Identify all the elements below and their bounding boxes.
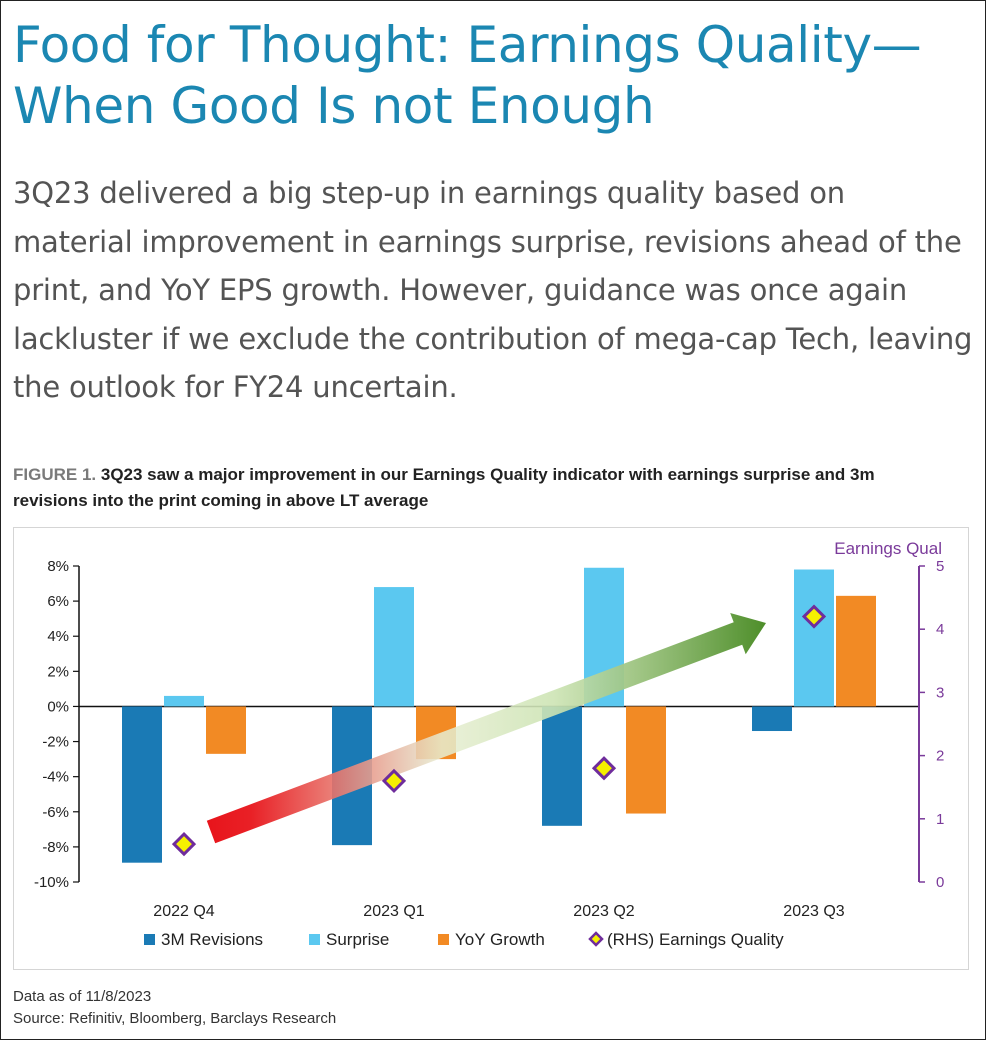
x-category-label: 2023 Q1 bbox=[363, 903, 424, 920]
bar-yoy-growth-3 bbox=[836, 595, 876, 707]
figure-label: FIGURE 1. bbox=[13, 465, 97, 484]
legend-swatch-2 bbox=[438, 934, 449, 945]
source-note: Source: Refinitiv, Bloomberg, Barclays R… bbox=[13, 1010, 337, 1027]
earnings-quality-marker-0 bbox=[171, 831, 197, 857]
chart-container: 8% 6% 4% 2% 0% -2% -4% -6% -8% -10% 5 4 3 2 1 0 Earnings… bbox=[13, 527, 969, 970]
left-y-tick-label: 4% bbox=[47, 628, 69, 645]
bar-yoy-growth-0 bbox=[206, 706, 246, 754]
right-y-tick-label: 0 bbox=[936, 874, 944, 891]
legend-label-3: (RHS) Earnings Quality bbox=[607, 930, 784, 949]
legend-label-1: Surprise bbox=[326, 930, 389, 949]
intro-paragraph: 3Q23 delivered a big step-up in earnings… bbox=[13, 176, 973, 404]
bar-surprise-1 bbox=[374, 587, 414, 707]
left-y-tick-label: -8% bbox=[42, 839, 69, 856]
left-y-tick-label: 2% bbox=[47, 663, 69, 680]
page-title: Food for Thought: Earnings Quality— When… bbox=[13, 16, 922, 135]
earnings-quality-marker-1 bbox=[381, 768, 407, 794]
left-y-tick-label: 8% bbox=[47, 558, 69, 575]
legend-swatch-1 bbox=[309, 934, 320, 945]
earnings-quality-marker-2 bbox=[591, 756, 617, 781]
legend-label-0: 3M Revisions bbox=[161, 930, 263, 949]
left-y-tick-label: 0% bbox=[47, 698, 69, 715]
chart-footer: Data as of 11/8/2023 Source: Refinitiv, … bbox=[13, 986, 336, 1030]
x-category-label: 2023 Q3 bbox=[783, 903, 844, 920]
bar-surprise-3 bbox=[794, 569, 834, 707]
left-y-tick-label: 6% bbox=[47, 593, 69, 610]
bar-3m-revisions-2 bbox=[542, 706, 582, 826]
bar-surprise-0 bbox=[164, 695, 204, 707]
figure-caption: FIGURE 1. 3Q23 saw a major improvement i… bbox=[13, 462, 953, 514]
left-y-tick-label: -6% bbox=[42, 804, 69, 821]
figure-caption-text: 3Q23 saw a major improvement in our Earn… bbox=[13, 465, 875, 510]
earnings-quality-marker-3 bbox=[801, 604, 827, 629]
left-y-tick-label: -4% bbox=[42, 769, 69, 786]
left-y-tick-label: -10% bbox=[34, 874, 69, 891]
right-y-tick-label: 4 bbox=[936, 621, 944, 638]
left-y-tick-label: -2% bbox=[42, 734, 69, 751]
right-y-tick-label: 3 bbox=[936, 684, 944, 701]
legend-swatch-3 bbox=[588, 931, 604, 947]
x-category-label: 2023 Q2 bbox=[573, 903, 634, 920]
bar-3m-revisions-3 bbox=[752, 706, 792, 732]
bar-yoy-growth-2 bbox=[626, 706, 666, 814]
earnings-quality-chart: 8% 6% 4% 2% 0% -2% -4% -6% -8% -10% 5 4 3 2 1 0 Earnings… bbox=[34, 539, 944, 949]
legend-label-2: YoY Growth bbox=[455, 930, 545, 949]
bar-3m-revisions-0 bbox=[122, 706, 162, 863]
right-y-tick-label: 2 bbox=[936, 748, 944, 765]
right-y-tick-label: 5 bbox=[936, 558, 944, 575]
right-y-tick-label: 1 bbox=[936, 811, 944, 828]
legend-swatch-0 bbox=[144, 934, 155, 945]
trend-arrow bbox=[206, 613, 767, 844]
right-axis-label: Earnings Qual bbox=[834, 539, 942, 558]
data-as-of-note: Data as of 11/8/2023 bbox=[13, 988, 152, 1005]
x-category-label: 2022 Q4 bbox=[153, 903, 214, 920]
